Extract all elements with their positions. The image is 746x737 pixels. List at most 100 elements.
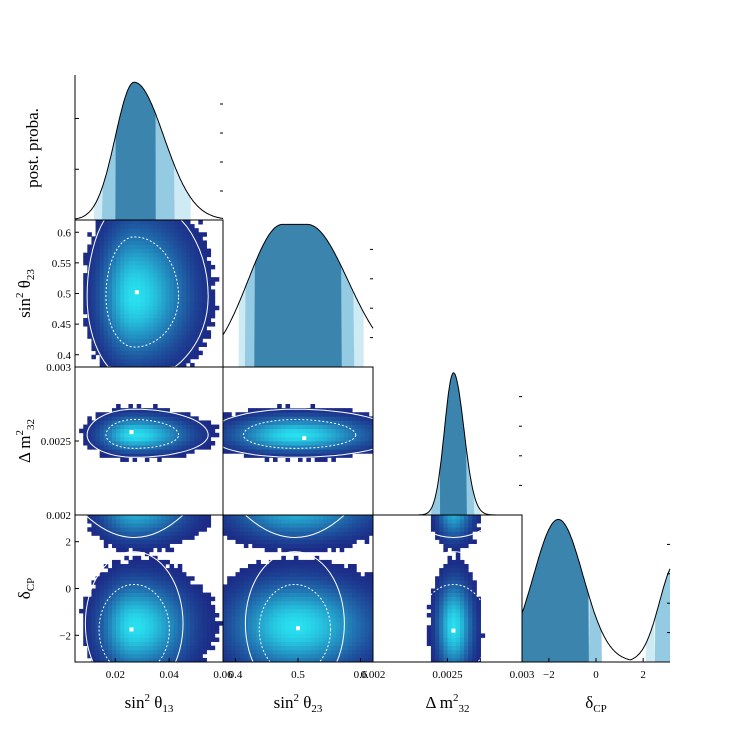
hist-bin [177,350,183,356]
hist-bin [107,613,113,618]
hist-bin [103,641,109,647]
hist-bin [443,576,448,581]
hist-bin [310,531,316,536]
hist-bin [190,428,195,434]
x-tick-label: −2 [543,669,555,681]
hist-bin [173,604,179,610]
hist-bin [144,584,150,589]
hist-bin [128,653,133,659]
hist-bin [161,649,166,655]
hist-bin [310,515,316,520]
hist-bin [136,248,142,254]
hist-bin [273,588,278,593]
hist-bin [285,441,291,446]
hist-bin [248,613,253,618]
joint-s13-dm32 [74,366,224,516]
hist-bin [202,625,207,630]
hist-bin [339,641,345,647]
hist-bin [198,326,203,331]
hist-bin [430,604,436,610]
hist-bin [149,342,154,347]
hist-bin [368,641,374,647]
hist-bin [439,641,444,647]
contour-1sigma [105,236,180,348]
hist-bin [252,420,257,425]
hist-bin [298,457,303,462]
hist-bin [103,519,109,524]
hist-bin [181,244,187,249]
hist-bin [186,519,191,524]
hist-bin [99,330,105,335]
hist-bin [132,568,138,573]
hist-bin [256,584,261,589]
hist-bin [95,527,101,532]
hist-bin [173,629,179,634]
hist-bin [318,625,324,630]
hist-bin [194,649,199,655]
hist-bin [302,543,307,549]
hist-bin [140,617,146,622]
hist-bin [79,428,84,434]
hist-bin [173,436,179,442]
hist-bin [227,645,232,651]
hist-bin [202,515,207,520]
hist-bin [157,539,162,544]
hist-bin [87,653,92,659]
hist-bin [194,346,199,352]
hist-bin [140,657,146,663]
hist-bin [248,633,253,638]
hist-bin [327,653,332,659]
hist-bin [348,617,353,622]
hist-bin [136,515,142,520]
hist-bin [112,285,117,290]
hist-bin [451,596,457,602]
hist-bin [107,596,113,602]
hist-bin [277,657,282,663]
hist-bin [190,264,195,270]
hist-bin [360,428,366,434]
hist-bin [91,273,96,278]
hist-bin [136,432,142,438]
hist-bin [285,416,291,421]
hist-bin [132,657,138,663]
hist-bin [91,354,96,360]
hist-bin [107,256,113,262]
hist-bin [252,543,257,549]
hist-bin [430,657,436,663]
hist-bin [348,645,353,651]
hist-bin [177,604,183,610]
hist-bin [132,220,138,225]
hist-bin [439,629,444,634]
hist-bin [285,559,291,565]
hist-bin [443,633,448,638]
hist-bin [289,432,295,438]
hist-bin [153,289,158,294]
hist-bin [186,269,191,274]
hist-bin [165,436,170,442]
hist-bin [169,277,175,282]
hist-bin [95,269,101,274]
band-1sigma [115,82,156,220]
hist-bin [459,596,465,602]
hist-bin [136,641,142,647]
hist-bin [124,322,129,327]
hist-bin [99,629,105,634]
hist-bin [124,318,129,323]
hist-bin [331,432,336,438]
hist-bin [289,539,295,544]
hist-bin [153,362,158,368]
hist-bin [103,346,109,352]
hist-bin [136,334,142,339]
hist-bin [331,657,336,663]
hist-bin [206,637,212,642]
hist-bin [103,633,109,638]
hist-bin [352,564,357,569]
hist-bin [298,564,303,569]
hist-bin [360,641,366,647]
hist-bin [144,289,150,294]
hist-bin [231,436,236,442]
hist-bin [239,625,245,630]
hist-bin [95,260,101,266]
hist-bin [298,637,303,642]
y-tick-label: 0.6 [57,227,71,239]
